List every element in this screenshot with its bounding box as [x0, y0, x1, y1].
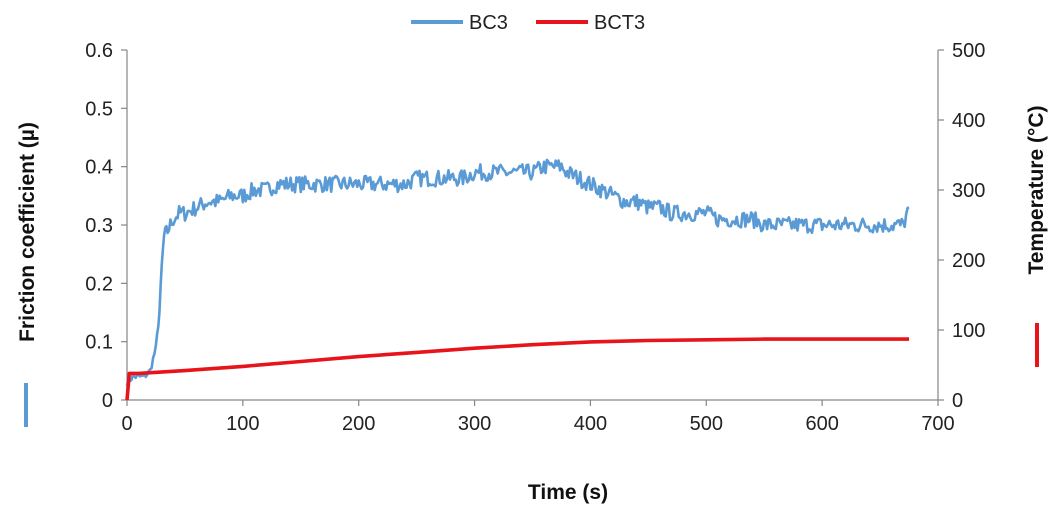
legend: BC3 BCT3 — [411, 12, 645, 34]
y-tick-label: 0.6 — [85, 40, 113, 62]
y-tick-label: 0 — [102, 390, 113, 412]
legend-label-bct3: BCT3 — [594, 12, 645, 34]
y-axis-ticks: 0 0.1 0.2 0.3 0.4 0.5 0.6 — [85, 40, 127, 412]
y2-tick-label: 200 — [952, 250, 985, 272]
y2-axis-title: Temperature (°C) — [1025, 105, 1048, 274]
x-axis-title: Time (s) — [528, 481, 608, 504]
x-tick-label: 0 — [121, 413, 132, 435]
y-axis-title: Friction coefficient (µ) — [16, 122, 39, 342]
legend-label-bc3: BC3 — [469, 12, 508, 34]
x-tick-label: 700 — [921, 413, 954, 435]
x-tick-label: 500 — [690, 413, 723, 435]
x-tick-label: 300 — [458, 413, 491, 435]
series-line-bc3 — [125, 158, 910, 387]
y2-tick-label: 0 — [952, 390, 963, 412]
y2-tick-label: 300 — [952, 180, 985, 202]
y2-tick-label: 400 — [952, 110, 985, 132]
y-tick-label: 0.5 — [85, 98, 113, 120]
x-tick-label: 600 — [805, 413, 838, 435]
y-tick-label: 0.2 — [85, 273, 113, 295]
series-line-bct3 — [125, 337, 910, 401]
y-tick-label: 0.1 — [85, 332, 113, 354]
x-tick-label: 100 — [226, 413, 259, 435]
x-tick-label: 400 — [574, 413, 607, 435]
y-tick-label: 0.3 — [85, 215, 113, 237]
y-tick-label: 0.4 — [85, 157, 113, 179]
x-axis-ticks: 0 100 200 300 400 500 600 700 — [121, 400, 955, 435]
y2-tick-label: 100 — [952, 320, 985, 342]
axes — [126, 50, 939, 401]
series-layer — [125, 158, 910, 401]
y2-axis-ticks: 0 100 200 300 400 500 — [938, 40, 985, 412]
x-tick-label: 200 — [342, 413, 375, 435]
y2-tick-label: 500 — [952, 40, 985, 62]
